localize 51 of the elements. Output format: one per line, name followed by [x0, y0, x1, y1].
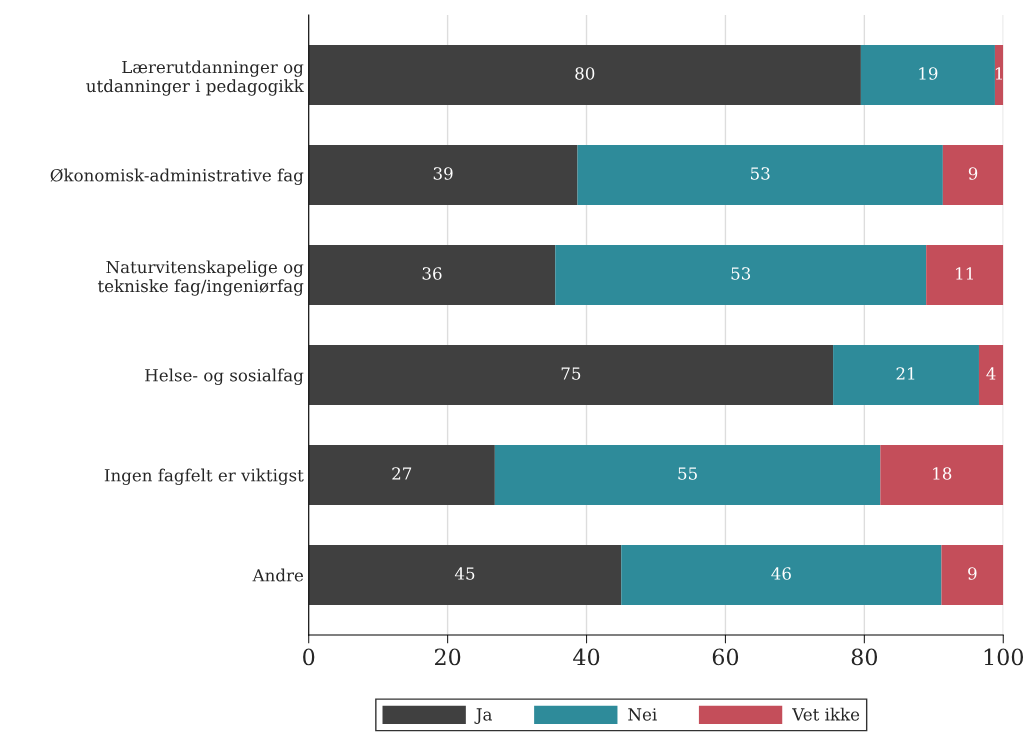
data-label: 11	[956, 267, 973, 280]
data-label: 80	[575, 67, 595, 80]
legend-label: Nei	[628, 708, 657, 721]
bar	[308, 544, 622, 605]
data-label: 53	[750, 167, 770, 180]
bar	[941, 544, 1004, 605]
y-tick-label: Lærerutdanninger og utdanninger i pedagogikk	[86, 60, 304, 96]
data-label: 27	[392, 467, 412, 480]
data-label: 19	[919, 67, 938, 80]
data-label: 55	[678, 467, 697, 480]
data-label: 75	[561, 367, 581, 380]
bar	[833, 344, 979, 405]
bar	[942, 144, 1004, 205]
bar	[308, 244, 556, 305]
y-tick-label: Naturvitenskapelige og tekniske fag/ingeniørfag	[97, 260, 304, 296]
bar	[860, 44, 995, 105]
x-tick-label: 100	[984, 648, 1024, 666]
y-tick-label: Helse- og sosialfag	[145, 368, 304, 385]
bar	[577, 144, 943, 205]
x-tick-label: 40	[573, 648, 600, 666]
data-label: 4	[986, 367, 996, 380]
bar	[308, 44, 861, 105]
x-tick-label: 0	[303, 648, 315, 666]
data-label: 1	[995, 67, 1003, 80]
bar	[880, 444, 1004, 505]
y-tick-label: Økonomisk-administrative fag	[50, 168, 304, 185]
data-label: 21	[896, 367, 915, 380]
data-label: 36	[422, 267, 442, 280]
x-tick-label: 20	[434, 648, 461, 666]
bar	[555, 244, 927, 305]
bar	[494, 444, 881, 505]
x-tick-label: 60	[712, 648, 739, 666]
bar	[621, 544, 942, 605]
data-label: 53	[731, 267, 751, 280]
bar	[926, 244, 1004, 305]
x-tick-label: 80	[851, 648, 878, 666]
legend-label: Ja	[474, 708, 492, 724]
data-label: 18	[933, 467, 952, 480]
y-tick-label: Ingen fagfelt er viktigst	[104, 468, 304, 485]
data-label: 39	[433, 167, 453, 180]
data-label: 45	[454, 567, 475, 580]
bar	[308, 344, 834, 405]
bar	[308, 144, 578, 205]
data-label: 9	[968, 567, 977, 580]
bar	[994, 44, 1004, 105]
bar	[308, 444, 495, 505]
y-tick-label: Andre	[252, 568, 304, 582]
bar	[978, 344, 1004, 405]
legend-label: Vet ikke	[792, 707, 860, 721]
data-label: 9	[968, 167, 978, 180]
data-label: 46	[771, 567, 791, 580]
